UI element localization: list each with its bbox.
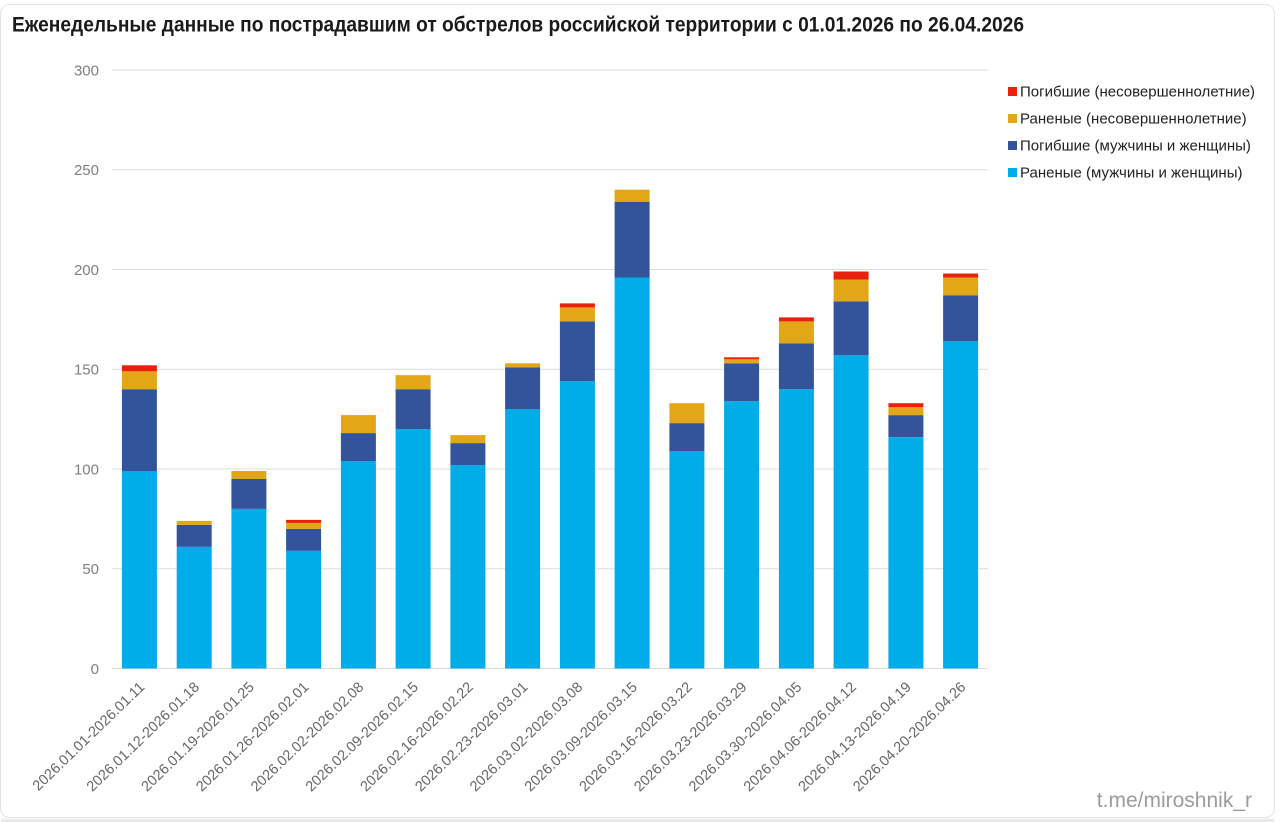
svg-text:100: 100 — [74, 461, 99, 478]
svg-text:250: 250 — [74, 162, 99, 179]
svg-text:Еженедельные данные по пострад: Еженедельные данные по пострадавшим от о… — [12, 13, 1024, 37]
svg-text:t.me/miroshnik_r: t.me/miroshnik_r — [1097, 789, 1252, 812]
svg-text:50: 50 — [82, 561, 99, 578]
svg-text:Погибшие (мужчины и женщины): Погибшие (мужчины и женщины) — [1020, 137, 1251, 154]
svg-text:150: 150 — [74, 362, 99, 379]
svg-text:0: 0 — [91, 661, 99, 678]
svg-text:Погибшие (несовершеннолетние): Погибшие (несовершеннолетние) — [1020, 83, 1255, 100]
svg-text:Раненые (мужчины и женщины): Раненые (мужчины и женщины) — [1020, 164, 1242, 181]
svg-text:300: 300 — [74, 62, 99, 79]
svg-text:200: 200 — [74, 262, 99, 279]
svg-text:Раненые (несовершеннолетние): Раненые (несовершеннолетние) — [1020, 110, 1247, 127]
